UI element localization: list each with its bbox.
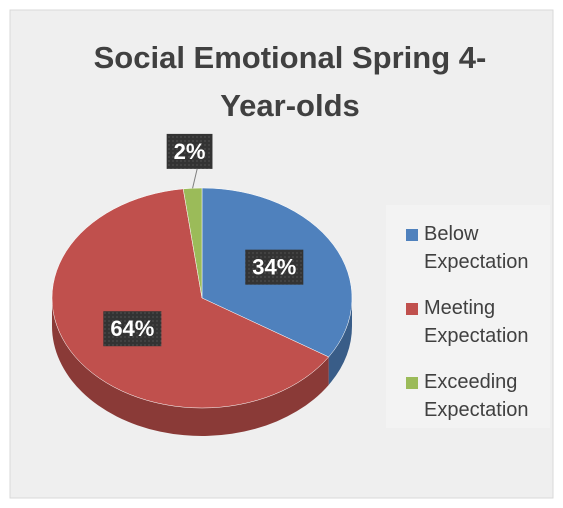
legend-label: Exceeding Expectation	[424, 371, 529, 421]
data-label: 2%	[174, 139, 206, 164]
legend-swatch	[406, 377, 418, 389]
legend-label: Meeting Expectation	[424, 297, 529, 347]
chart-title: Social Emotional Spring 4-Year-olds	[93, 40, 487, 123]
pie-slice-side	[51, 298, 329, 436]
data-label-box	[103, 311, 162, 347]
legend-label: Below Expectation	[424, 223, 529, 273]
data-label: 34%	[252, 255, 296, 280]
data-label-box	[245, 249, 304, 285]
data-label-box	[166, 133, 213, 169]
legend-swatch	[406, 229, 418, 241]
legend-box	[386, 205, 550, 428]
pie-slice-side	[328, 298, 352, 385]
legend-swatch	[406, 303, 418, 315]
pie-slice	[51, 188, 330, 409]
data-label: 64%	[110, 316, 154, 341]
leader-line	[192, 166, 199, 189]
